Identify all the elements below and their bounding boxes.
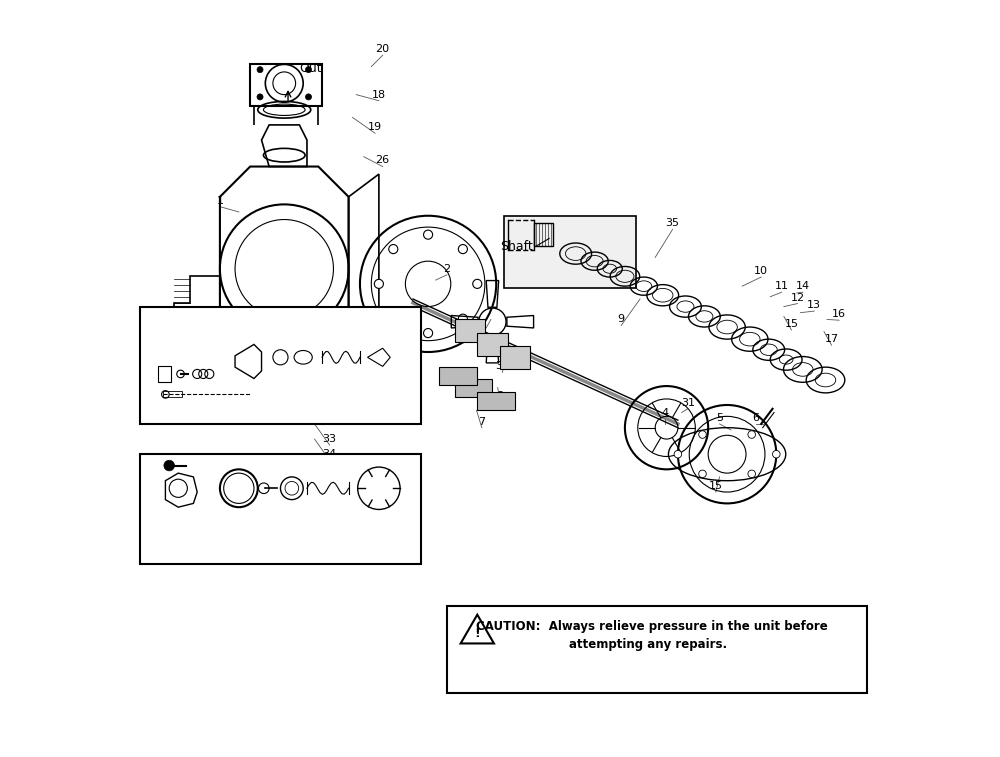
Circle shape — [389, 314, 398, 323]
Text: 20: 20 — [376, 44, 390, 55]
Text: 29: 29 — [333, 339, 346, 350]
Text: 3: 3 — [478, 324, 485, 335]
Text: 15: 15 — [784, 319, 798, 329]
Text: 24: 24 — [193, 534, 206, 545]
Text: 17: 17 — [825, 334, 839, 344]
Circle shape — [424, 329, 433, 338]
Bar — [158, 366, 171, 382]
Text: 1: 1 — [216, 195, 223, 206]
Text: 22: 22 — [178, 357, 191, 368]
Circle shape — [748, 470, 755, 478]
Text: 7: 7 — [478, 416, 485, 427]
Polygon shape — [477, 392, 515, 410]
Text: 19: 19 — [368, 122, 382, 132]
Circle shape — [305, 94, 312, 100]
Text: 11: 11 — [775, 281, 789, 291]
Circle shape — [458, 245, 467, 254]
Text: 27: 27 — [272, 344, 286, 355]
Text: CDBN Relief Valve Detail: CDBN Relief Valve Detail — [206, 474, 370, 488]
Text: 33: 33 — [323, 434, 337, 444]
Text: 23: 23 — [198, 357, 211, 368]
Text: 24: 24 — [157, 383, 170, 394]
Polygon shape — [500, 346, 530, 369]
Circle shape — [257, 67, 263, 73]
Text: !: ! — [474, 627, 480, 640]
Text: 31: 31 — [681, 397, 695, 408]
Text: CAUTION:  Always relieve pressure in the unit before: CAUTION: Always relieve pressure in the … — [476, 620, 827, 634]
Text: Shaft: Shaft — [500, 239, 533, 253]
Text: Out: Out — [299, 61, 322, 75]
Text: attempting any repairs.: attempting any repairs. — [569, 638, 727, 652]
Text: 34: 34 — [323, 449, 337, 459]
Text: 26: 26 — [163, 478, 176, 488]
Text: 16: 16 — [832, 309, 846, 319]
Circle shape — [389, 245, 398, 254]
Text: 21: 21 — [158, 360, 171, 370]
Circle shape — [374, 279, 383, 288]
Polygon shape — [455, 379, 492, 397]
Text: 26: 26 — [265, 333, 278, 344]
Text: 9: 9 — [618, 314, 625, 325]
Circle shape — [674, 450, 682, 458]
Text: 18: 18 — [372, 89, 386, 100]
Text: 32: 32 — [495, 361, 509, 372]
Text: 2: 2 — [443, 263, 451, 274]
Text: 40: 40 — [303, 534, 316, 545]
Text: 14: 14 — [796, 281, 810, 291]
Circle shape — [748, 431, 755, 438]
Text: 15: 15 — [709, 481, 723, 491]
Text: 8: 8 — [496, 391, 504, 401]
Text: 13: 13 — [807, 300, 821, 310]
Text: 12: 12 — [790, 292, 805, 303]
Text: 28: 28 — [303, 341, 316, 352]
Circle shape — [257, 94, 263, 100]
Bar — [504, 216, 636, 288]
Text: 35: 35 — [666, 218, 680, 229]
Circle shape — [305, 67, 312, 73]
Circle shape — [424, 230, 433, 239]
Text: 27: 27 — [232, 534, 245, 545]
Text: 4: 4 — [661, 407, 669, 418]
Text: 41: 41 — [384, 504, 397, 515]
Circle shape — [773, 450, 780, 458]
Bar — [250, 64, 322, 106]
Polygon shape — [455, 319, 485, 342]
Text: 6: 6 — [752, 413, 759, 423]
Text: 10: 10 — [754, 266, 768, 276]
Circle shape — [473, 279, 482, 288]
Text: In: In — [197, 322, 209, 336]
Circle shape — [458, 314, 467, 323]
Text: 38: 38 — [217, 534, 230, 545]
Bar — [140, 454, 421, 564]
Circle shape — [164, 460, 174, 471]
Circle shape — [699, 431, 706, 438]
Text: 37: 37 — [203, 534, 216, 545]
Bar — [534, 223, 553, 246]
Text: 30: 30 — [372, 343, 385, 354]
Bar — [447, 606, 867, 693]
Text: CPBN Relief Valve Detail: CPBN Relief Valve Detail — [180, 310, 343, 323]
Text: 25: 25 — [238, 337, 252, 347]
Bar — [140, 307, 421, 424]
Text: 36: 36 — [164, 534, 177, 545]
Polygon shape — [477, 333, 508, 356]
Polygon shape — [439, 367, 477, 385]
Circle shape — [699, 470, 706, 478]
Text: 39: 39 — [270, 534, 283, 545]
Text: 26: 26 — [376, 155, 390, 166]
Text: 5: 5 — [716, 413, 723, 423]
Bar — [163, 391, 182, 397]
